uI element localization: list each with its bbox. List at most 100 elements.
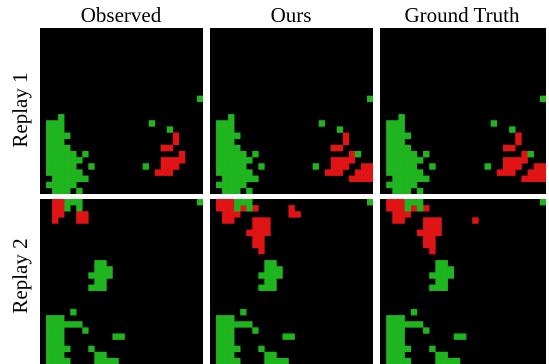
red-cell	[252, 217, 259, 224]
green-cell	[46, 126, 53, 133]
green-cell	[398, 315, 405, 322]
green-cell	[76, 187, 83, 194]
green-cell	[392, 181, 399, 189]
red-cell	[330, 157, 338, 164]
red-cell	[502, 144, 510, 152]
green-cell	[404, 357, 412, 364]
green-cell	[228, 175, 235, 183]
green-cell	[416, 199, 424, 206]
red-cell	[234, 211, 241, 218]
green-cell	[52, 169, 59, 176]
green-cell	[46, 157, 53, 164]
panel-replay-2-ours	[210, 199, 373, 364]
red-cell	[342, 138, 350, 146]
red-cell	[392, 217, 399, 224]
green-cell	[398, 169, 405, 176]
grid-r1-ours	[216, 95, 373, 194]
green-cell	[228, 114, 235, 121]
green-cell	[58, 333, 65, 340]
red-cell	[172, 157, 180, 164]
green-cell	[234, 144, 241, 152]
green-cell	[58, 351, 65, 359]
green-cell	[404, 144, 412, 152]
green-cell	[441, 278, 448, 285]
panel-replay-1-ours	[210, 28, 373, 194]
green-cell	[264, 351, 271, 359]
green-cell	[404, 321, 412, 328]
green-cell	[410, 175, 418, 183]
green-cell	[76, 175, 83, 183]
green-cell	[398, 175, 405, 183]
red-cell	[435, 229, 442, 236]
red-cell	[228, 199, 235, 206]
red-cell	[76, 217, 83, 224]
green-cell	[416, 175, 424, 183]
green-cell	[58, 169, 65, 176]
green-cell	[58, 345, 65, 353]
red-cell	[258, 223, 265, 230]
green-cell	[423, 175, 430, 183]
green-cell	[234, 357, 241, 364]
green-cell	[386, 357, 393, 364]
green-cell	[222, 321, 229, 328]
red-cell	[52, 199, 59, 206]
green-cell	[64, 205, 71, 212]
green-cell	[76, 157, 83, 164]
green-cell	[222, 120, 229, 127]
red-cell	[509, 169, 516, 176]
green-cell	[222, 339, 229, 346]
green-cell	[52, 144, 59, 152]
green-cell	[228, 132, 235, 139]
green-cell	[142, 163, 149, 170]
green-cell	[216, 357, 223, 364]
green-cell	[58, 321, 65, 328]
red-cell	[160, 157, 168, 164]
green-cell	[222, 138, 229, 146]
red-cell	[386, 205, 393, 212]
green-cell	[270, 260, 277, 267]
green-cell	[46, 138, 53, 146]
green-cell	[222, 169, 229, 176]
green-cell	[484, 163, 491, 170]
green-cell	[234, 181, 241, 189]
green-cell	[228, 157, 235, 164]
green-cell	[246, 205, 253, 212]
green-cell	[264, 260, 271, 267]
green-cell	[222, 327, 229, 334]
green-cell	[264, 266, 271, 273]
green-cell	[52, 187, 59, 194]
green-cell	[196, 95, 203, 103]
green-cell	[246, 175, 253, 183]
green-cell	[52, 315, 59, 322]
green-cell	[148, 120, 156, 127]
green-cell	[52, 138, 59, 146]
green-cell	[228, 120, 235, 127]
red-cell	[342, 157, 350, 164]
red-cell	[240, 205, 247, 212]
red-cell	[264, 229, 271, 236]
green-cell	[222, 157, 229, 164]
green-cell	[64, 321, 71, 328]
red-cell	[330, 169, 338, 176]
row-label-replay-1: Replay 1	[8, 72, 32, 148]
green-cell	[228, 150, 235, 158]
green-cell	[228, 333, 235, 340]
green-cell	[100, 272, 107, 279]
red-cell	[354, 169, 362, 176]
green-cell	[222, 163, 229, 170]
green-cell	[70, 150, 77, 158]
green-cell	[46, 132, 53, 139]
green-cell	[166, 126, 174, 133]
red-cell	[58, 199, 65, 206]
green-cell	[276, 266, 283, 273]
green-cell	[318, 120, 326, 127]
green-cell	[52, 327, 59, 334]
green-cell	[392, 345, 399, 353]
green-cell	[410, 150, 418, 158]
green-cell	[386, 157, 393, 164]
green-cell	[234, 163, 241, 170]
green-cell	[386, 339, 393, 346]
green-cell	[228, 144, 235, 152]
red-cell	[410, 205, 418, 212]
green-cell	[100, 284, 107, 291]
